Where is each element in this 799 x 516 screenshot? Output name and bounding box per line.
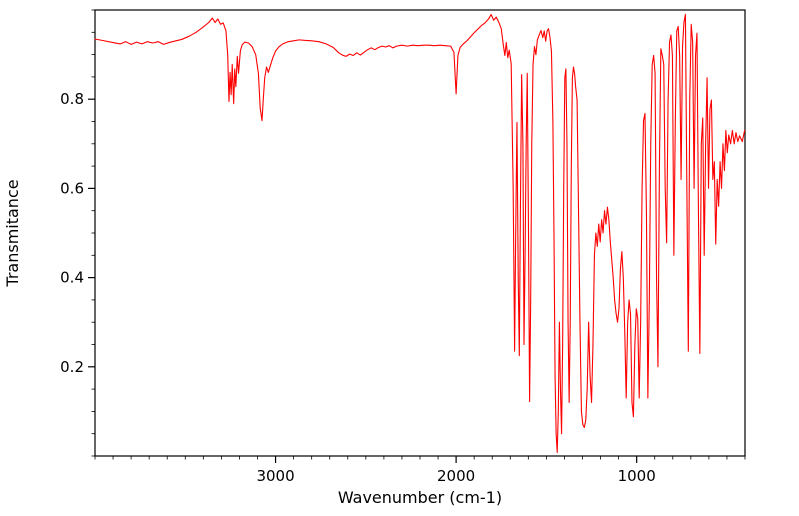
x-tick-label: 2000 [437,467,475,485]
y-axis-label: Transmitance [3,179,22,287]
plot-layer: 3000 2000 1000 0.2 0.4 0.6 0.8 [60,9,746,485]
x-tick-label: 3000 [256,467,294,485]
y-tick-label: 0.6 [60,179,84,197]
y-tick-label: 0.8 [60,90,84,108]
spectrum-line [94,13,746,453]
x-axis-label: Wavenumber (cm-1) [338,488,502,507]
x-tick-label: 1000 [618,467,656,485]
y-tick-label: 0.4 [60,269,84,287]
plot-frame [94,9,746,457]
y-tick-label: 0.2 [60,358,84,376]
